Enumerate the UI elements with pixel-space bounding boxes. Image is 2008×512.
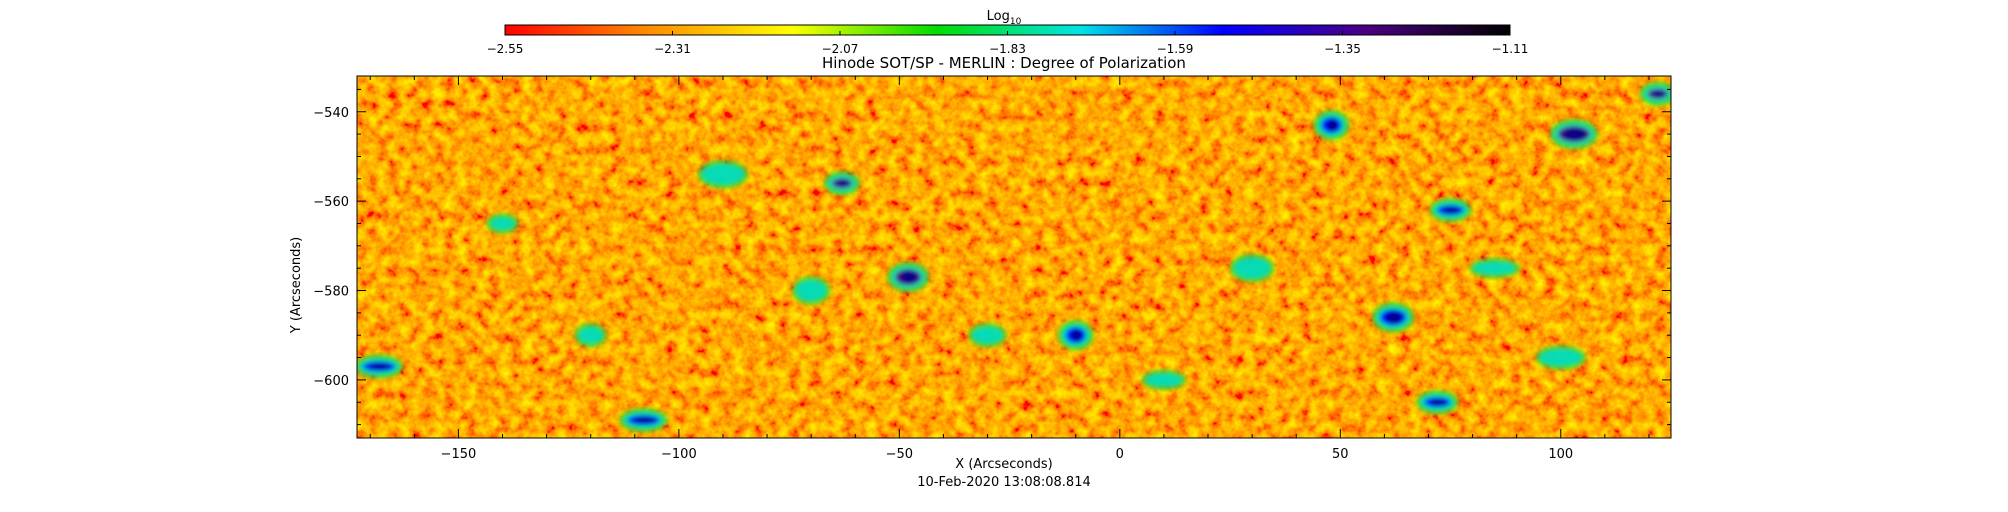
y-axis-label: Y (Arcseconds) xyxy=(289,237,304,334)
colorbar-tick-label: −1.59 xyxy=(1157,42,1194,56)
colorbar-label-subscript: 10 xyxy=(1010,17,1022,27)
heatmap-feature xyxy=(968,323,1007,348)
heatmap-feature xyxy=(1057,320,1094,351)
y-axis-ticks: −540 −560 −580 −600 xyxy=(313,88,1671,426)
y-tick-label: −600 xyxy=(313,374,349,389)
heatmap-feature xyxy=(1549,119,1598,150)
heatmap-feature xyxy=(1429,198,1472,223)
heatmap-feature xyxy=(697,160,748,189)
colorbar-ticks: −2.55 −2.31 −2.07 −1.83 −1.59 −1.35 −1.11 xyxy=(487,31,1529,56)
heatmap-feature xyxy=(1230,254,1275,283)
plot-area: −150 −100 −50 0 50 100 −540 −560 −580 −600 xyxy=(313,75,1672,462)
colorbar-tick-label: −1.83 xyxy=(989,42,1026,56)
heatmap-feature xyxy=(1313,110,1350,141)
chart-subtitle: 10-Feb-2020 13:08:08.814 xyxy=(917,475,1091,490)
heatmap-feature xyxy=(574,323,607,348)
y-tick-label: −560 xyxy=(313,195,349,210)
heatmap-feature xyxy=(1469,258,1520,279)
plot-frame xyxy=(356,75,1672,439)
x-tick-label: 50 xyxy=(1332,447,1349,462)
x-tick-label: −50 xyxy=(886,447,913,462)
x-axis-label: X (Arcseconds) xyxy=(955,457,1052,472)
heatmap-feature xyxy=(792,276,831,305)
chart-title: Hinode SOT/SP - MERLIN : Degree of Polar… xyxy=(822,54,1186,72)
heatmap-feature xyxy=(1535,345,1586,370)
heatmap-feature xyxy=(1416,390,1459,415)
heatmap-feature xyxy=(1639,81,1671,106)
colorbar-label: Log10 xyxy=(987,9,1022,27)
heatmap-features xyxy=(357,81,1671,433)
x-tick-label: 100 xyxy=(1548,447,1573,462)
heatmap-feature xyxy=(357,354,404,379)
colorbar-tick-label: −2.31 xyxy=(654,42,691,56)
y-tick-label: −580 xyxy=(313,285,349,300)
x-axis-ticks: −150 −100 −50 0 50 100 xyxy=(369,76,1650,462)
heatmap-feature xyxy=(887,262,930,293)
heatmap-feature xyxy=(824,171,861,196)
colorbar-tick-label: −2.07 xyxy=(822,42,859,56)
heatmap-feature xyxy=(619,408,668,433)
colorbar-tick-label: −1.35 xyxy=(1324,42,1361,56)
x-tick-label: −100 xyxy=(661,447,697,462)
colorbar-tick-label: −1.11 xyxy=(1492,42,1529,56)
heatmap-feature xyxy=(1141,369,1186,390)
heatmap-feature xyxy=(486,213,519,234)
x-tick-label: 0 xyxy=(1116,447,1124,462)
heatmap-texture xyxy=(357,76,1671,438)
colorbar: Log10 −2.55 −2.31 −2.07 −1.83 −1.59 −1.35 −1.1… xyxy=(487,9,1529,56)
heatmap-feature xyxy=(1372,302,1415,333)
y-tick-label: −540 xyxy=(313,106,349,121)
x-tick-label: −150 xyxy=(441,447,477,462)
colorbar-label-base: Log xyxy=(987,9,1010,24)
colorbar-tick-label: −2.55 xyxy=(487,42,524,56)
